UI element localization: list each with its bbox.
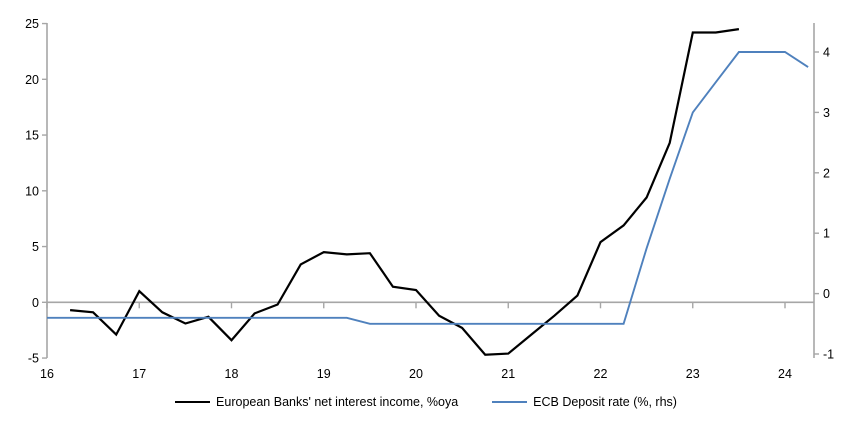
chart-legend: European Banks' net interest income, %oy… (0, 387, 852, 417)
nii-line-swatch (175, 401, 211, 403)
left-axis-tick-label: 5 (32, 240, 39, 254)
right-axis-tick-label: 0 (823, 287, 830, 301)
right-axis-tick-label: 3 (823, 106, 830, 120)
x-axis-tick-label: 21 (501, 367, 515, 381)
x-axis-tick-label: 20 (409, 367, 423, 381)
ecb-line-swatch (492, 401, 528, 403)
left-axis: 25 20 15 10 5 0 -5 (25, 17, 48, 366)
ecb-series-line (47, 51, 809, 325)
nii-series-line (69, 28, 740, 356)
left-axis-tick-label: 15 (25, 129, 39, 143)
left-axis-tick-label: 20 (25, 73, 39, 87)
x-axis-tick-label: 24 (778, 367, 792, 381)
x-axis-tick-label: 17 (132, 367, 146, 381)
left-axis-tick-label: 25 (25, 17, 39, 31)
right-axis-tick-label: -1 (823, 348, 834, 362)
ecb-legend-label: ECB Deposit rate (%, rhs) (533, 395, 677, 409)
right-axis-tick-label: 1 (823, 227, 830, 241)
x-axis-tick-label: 23 (686, 367, 700, 381)
legend-item-ecb: ECB Deposit rate (%, rhs) (492, 395, 677, 409)
right-axis-tick-label: 4 (823, 46, 830, 60)
nii-legend-label: European Banks' net interest income, %oy… (216, 395, 459, 409)
x-axis-tick-label: 22 (594, 367, 608, 381)
x-axis-tick-label: 19 (317, 367, 331, 381)
left-axis-tick-label: 0 (32, 296, 39, 310)
x-axis: 16 17 18 19 20 21 22 23 24 (40, 302, 792, 381)
legend-item-nii: European Banks' net interest income, %oy… (175, 395, 458, 409)
left-axis-tick-label: 10 (25, 184, 39, 198)
right-axis: 4 3 2 1 0 -1 (813, 23, 834, 362)
series-lines (47, 28, 809, 356)
x-axis-tick-label: 18 (225, 367, 239, 381)
right-axis-tick-label: 2 (823, 166, 830, 180)
left-axis-tick-label: -5 (28, 352, 39, 366)
x-axis-tick-label: 16 (40, 367, 54, 381)
